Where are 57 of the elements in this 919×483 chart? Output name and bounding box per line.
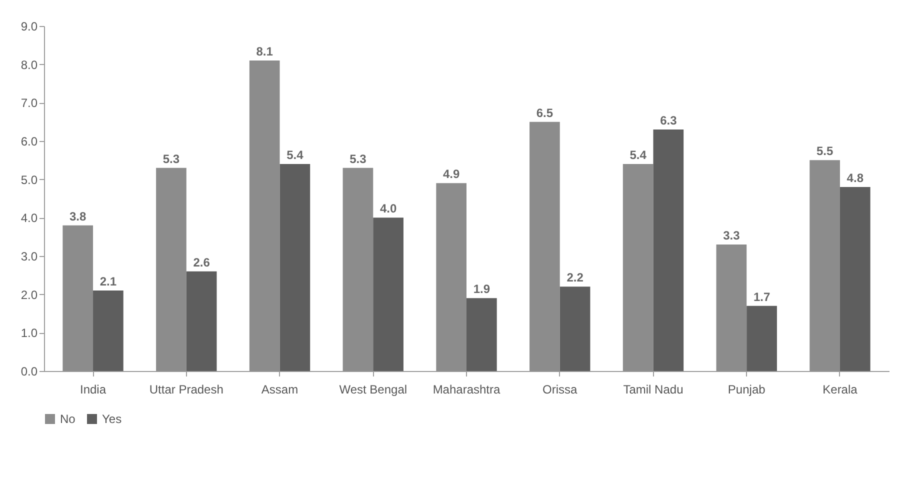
y-tick-label: 8.0 bbox=[20, 58, 38, 72]
bar bbox=[280, 164, 310, 371]
data-label: 1.7 bbox=[753, 290, 770, 304]
data-label: 6.5 bbox=[536, 106, 554, 120]
legend-label: Yes bbox=[102, 412, 122, 426]
data-label: 6.3 bbox=[660, 114, 678, 128]
y-tick-label: 1.0 bbox=[20, 326, 38, 340]
data-label: 2.6 bbox=[193, 255, 210, 270]
data-label: 1.9 bbox=[473, 282, 490, 296]
data-label: 5.5 bbox=[816, 144, 834, 158]
data-label: 5.4 bbox=[286, 148, 304, 162]
bar bbox=[342, 168, 374, 371]
bar bbox=[249, 60, 280, 371]
y-tick-label: 6.0 bbox=[20, 134, 38, 148]
bar bbox=[62, 225, 94, 371]
x-tick-label: Assam bbox=[261, 382, 298, 396]
bar bbox=[373, 218, 404, 371]
bar bbox=[746, 306, 777, 371]
data-label: 4.0 bbox=[380, 202, 397, 216]
bar bbox=[840, 187, 870, 371]
x-tick-label: Uttar Pradesh bbox=[149, 382, 224, 396]
x-tick-label: Tamil Nadu bbox=[623, 382, 684, 396]
data-label: 4.9 bbox=[442, 167, 460, 182]
data-label: 3.3 bbox=[723, 228, 740, 242]
data-label: 4.8 bbox=[846, 171, 864, 185]
data-label: 5.3 bbox=[350, 152, 367, 166]
y-tick-label: 3.0 bbox=[20, 250, 38, 264]
bar bbox=[653, 130, 684, 371]
data-label: 8.1 bbox=[256, 44, 274, 58]
y-tick-label: 4.0 bbox=[20, 211, 38, 226]
bar bbox=[810, 160, 840, 371]
data-label: 2.1 bbox=[100, 274, 117, 288]
y-tick-label: 7.0 bbox=[20, 96, 38, 110]
bar bbox=[93, 290, 124, 371]
data-label: 5.3 bbox=[162, 152, 180, 166]
data-label: 3.8 bbox=[70, 209, 87, 224]
x-tick-label: West Bengal bbox=[339, 382, 408, 396]
bar bbox=[466, 298, 497, 371]
data-label: 2.2 bbox=[566, 270, 584, 285]
y-tick-label: 2.0 bbox=[20, 288, 38, 302]
x-tick-label: Maharashtra bbox=[432, 382, 501, 396]
bar bbox=[186, 271, 217, 371]
bar bbox=[436, 183, 466, 371]
x-tick-label: Punjab bbox=[728, 382, 766, 396]
x-tick-label: Orissa bbox=[542, 382, 578, 396]
y-tick-label: 9.0 bbox=[20, 20, 38, 34]
y-tick-label: 0.0 bbox=[20, 364, 38, 378]
legend-label: No bbox=[60, 412, 76, 426]
data-label: 5.4 bbox=[630, 148, 647, 162]
bar bbox=[156, 168, 186, 371]
x-tick-label: India bbox=[80, 382, 106, 396]
bar bbox=[622, 164, 654, 371]
bar bbox=[530, 122, 560, 371]
bar bbox=[716, 244, 747, 371]
bar bbox=[560, 286, 590, 371]
x-tick-label: Kerala bbox=[822, 382, 858, 396]
y-tick-label: 5.0 bbox=[20, 172, 38, 187]
